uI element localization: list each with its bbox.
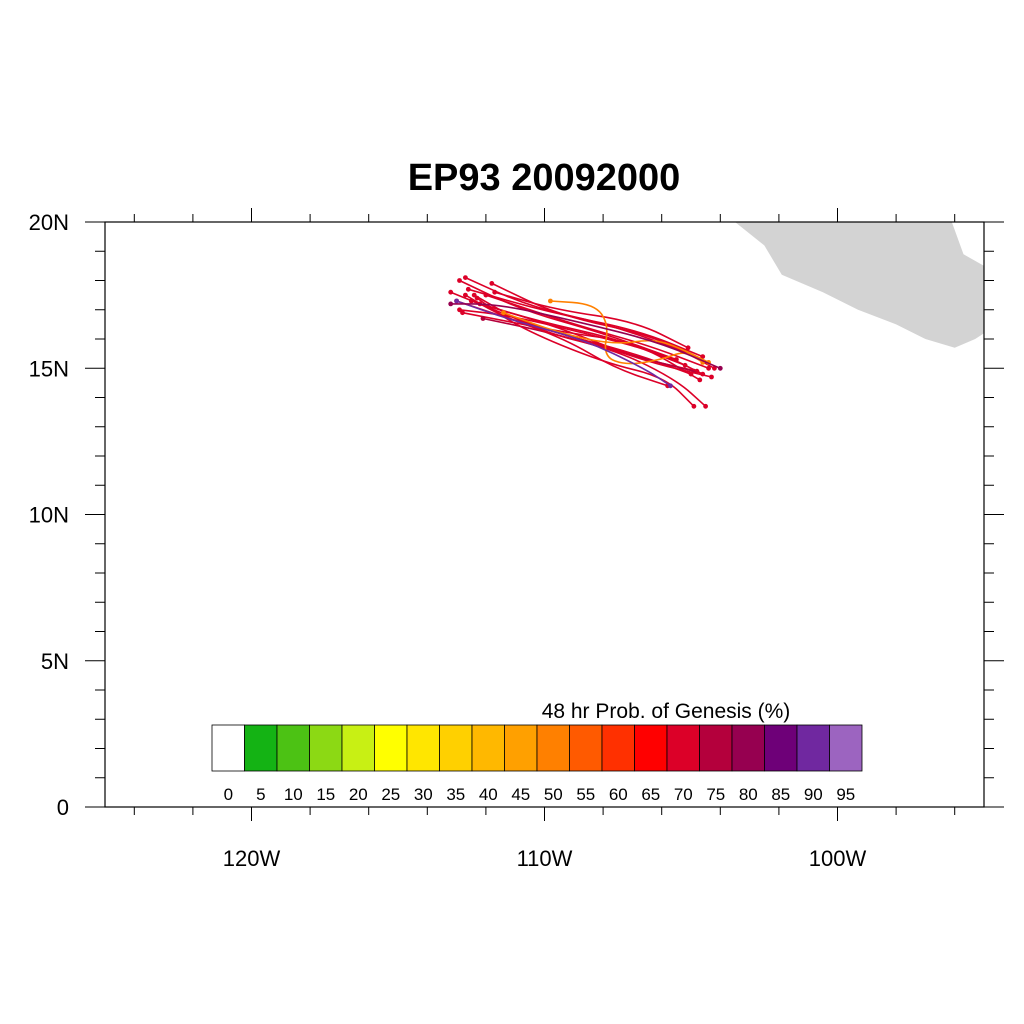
track-line [465, 276, 683, 352]
track-end-dot [457, 278, 462, 283]
track-end-dot [465, 286, 471, 292]
colorbar-label: 85 [771, 785, 790, 804]
colorbar-swatch [504, 724, 538, 772]
colorbar-swatch [374, 724, 408, 772]
track-start-dot [697, 377, 703, 383]
lon-tick-label: 110W [517, 846, 573, 871]
colorbar-swatch [309, 724, 343, 772]
colorbar-swatch [439, 724, 473, 772]
colorbar-label: 0 [224, 785, 233, 804]
track-line [459, 279, 677, 361]
track-line [456, 300, 671, 387]
lon-tick-label: 100W [809, 846, 867, 871]
track-line [450, 303, 721, 370]
track-start-dot [706, 365, 711, 371]
track-start-dot [703, 403, 708, 409]
colorbar-swatch [699, 724, 733, 772]
colorbar-label: 80 [739, 785, 758, 804]
track-end-dot [471, 292, 477, 298]
track-start-dot [685, 345, 691, 351]
track-start-dot [709, 374, 714, 380]
track-end-dot [501, 310, 506, 316]
colorbar-swatch [666, 724, 700, 772]
forecast-tracks [448, 275, 723, 409]
colorbar-label: 5 [256, 785, 265, 804]
lon-tick-label: 120W [223, 846, 281, 871]
colorbar: 48 hr Prob. of Genesis (%) 0 5 10 15 20 25 30 3… [211, 700, 863, 804]
latitude-axis: 20N 15N 10N 5N 0 [29, 210, 69, 820]
track-start-dot [700, 354, 706, 359]
colorbar-swatch [244, 724, 278, 772]
track-line [473, 294, 707, 407]
colorbar-swatch [536, 724, 570, 772]
track-end-dot [454, 298, 459, 304]
lat-tick-label: 0 [57, 795, 69, 820]
longitude-axis: 120W 110W 100W [223, 846, 867, 871]
land-polygon [735, 222, 984, 348]
track-end-dot [483, 292, 489, 298]
colorbar-label: 70 [674, 785, 693, 804]
track-end-dot [460, 310, 465, 316]
track-end-dot [474, 295, 480, 301]
track-end-dot [480, 316, 486, 321]
colorbar-label: 75 [706, 785, 725, 804]
colorbar-swatch [764, 724, 798, 772]
colorbar-label: 10 [284, 785, 303, 804]
colorbar-swatch [829, 724, 863, 772]
track-end-dot [463, 275, 468, 280]
track-end-dot [457, 307, 462, 313]
track-start-dot [700, 371, 706, 377]
colorbar-label: 30 [414, 785, 433, 804]
track-end-dot [548, 298, 553, 304]
colorbar-label: 20 [349, 785, 368, 804]
colorbar-swatch [601, 724, 635, 772]
colorbar-label: 60 [609, 785, 628, 804]
lat-tick-label: 15N [29, 356, 69, 381]
track-end-dot [448, 289, 454, 295]
colorbar-label: 45 [511, 785, 530, 804]
track-end-dot [448, 301, 454, 307]
colorbar-label: 50 [544, 785, 563, 804]
colorbar-label: 55 [576, 785, 595, 804]
track-line [494, 291, 689, 349]
track-end-dot [463, 292, 468, 298]
colorbar-swatch [211, 724, 245, 772]
axis-ticks [85, 208, 1004, 821]
colorbar-swatch [569, 724, 603, 772]
lat-tick-label: 20N [29, 210, 69, 235]
track-start-dot [717, 365, 723, 371]
colorbar-swatch [341, 724, 375, 772]
colorbar-label: 15 [316, 785, 335, 804]
colorbar-label: 40 [479, 785, 498, 804]
colorbar-swatch [406, 724, 440, 772]
colorbar-label: 25 [381, 785, 400, 804]
colorbar-label: 35 [446, 785, 465, 804]
colorbar-swatch [731, 724, 765, 772]
colorbar-title: 48 hr Prob. of Genesis (%) [542, 700, 791, 723]
colorbar-label: 65 [641, 785, 660, 804]
colorbar-swatch [276, 724, 310, 772]
land-mass [735, 222, 984, 348]
track-line [491, 282, 715, 370]
colorbar-swatch [796, 724, 830, 772]
lat-tick-label: 10N [29, 503, 69, 528]
colorbar-label: 90 [804, 785, 823, 804]
track-line [468, 288, 704, 358]
track-end-dot [489, 281, 495, 286]
track-start-dot [668, 383, 673, 389]
colorbar-swatch [634, 724, 668, 772]
track-end-dot [492, 289, 498, 295]
lat-tick-label: 5N [41, 649, 69, 674]
plot-title: EP93 20092000 [408, 157, 681, 199]
colorbar-label: 95 [836, 785, 855, 804]
track-line [476, 297, 695, 407]
colorbar-swatch [471, 724, 505, 772]
track-start-dot [691, 403, 697, 409]
